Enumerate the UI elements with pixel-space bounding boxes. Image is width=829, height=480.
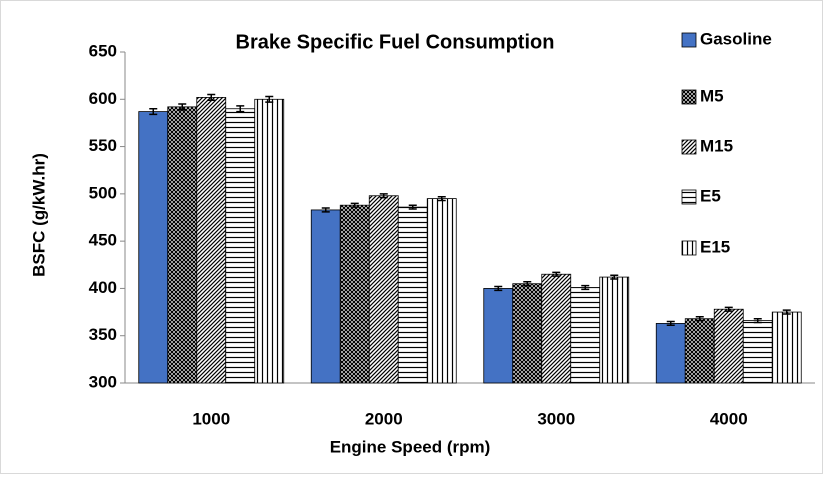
y-tick-label: 500	[89, 183, 117, 202]
y-tick-label: 400	[89, 278, 117, 297]
bar	[254, 98, 285, 384]
legend-label: M5	[700, 86, 724, 105]
error-bar	[321, 207, 330, 213]
legend-swatch	[681, 89, 697, 105]
error-bar	[236, 105, 245, 113]
bar	[426, 198, 457, 384]
y-tick-label: 600	[89, 89, 117, 108]
error-bar	[437, 195, 446, 202]
bar	[368, 195, 399, 384]
legend-swatch	[681, 139, 697, 155]
error-bar	[494, 285, 503, 292]
x-axis-title: Engine Speed (rpm)	[330, 437, 491, 456]
x-tick-label: 4000	[710, 409, 748, 428]
bar	[771, 311, 802, 384]
legend-label: M15	[700, 136, 733, 155]
bar	[310, 209, 341, 384]
bar	[742, 320, 773, 384]
y-tick-label: 300	[89, 372, 117, 391]
error-bar	[265, 95, 274, 103]
legend-swatch	[681, 32, 697, 48]
error-bar	[782, 309, 791, 315]
x-tick-label: 3000	[537, 409, 575, 428]
bar	[655, 323, 686, 384]
y-tick-label: 450	[89, 231, 117, 250]
legend-swatch	[681, 240, 697, 256]
error-bar	[178, 103, 187, 111]
error-bar	[581, 284, 590, 291]
bar	[483, 288, 514, 384]
chart-title: Brake Specific Fuel Consumption	[236, 31, 555, 53]
error-bar	[379, 193, 388, 199]
legend-label: Gasoline	[700, 29, 772, 48]
bar	[599, 276, 630, 384]
legend-label: E5	[700, 186, 721, 205]
error-bar	[724, 306, 733, 312]
error-bar	[610, 274, 619, 280]
error-bar	[695, 316, 704, 322]
error-bar	[149, 107, 158, 116]
bar	[225, 108, 256, 384]
bar	[196, 96, 227, 384]
bar	[397, 206, 428, 384]
error-bar	[552, 271, 561, 277]
bar	[167, 106, 198, 384]
bar	[339, 204, 370, 384]
bar	[684, 318, 715, 384]
error-bar	[523, 281, 532, 287]
y-tick-label: 350	[89, 325, 117, 344]
x-tick-label: 1000	[192, 409, 230, 428]
error-bar	[350, 202, 359, 208]
error-bar	[753, 317, 762, 324]
x-tick-label: 2000	[365, 409, 403, 428]
error-bar	[408, 204, 417, 210]
y-tick-label: 550	[89, 136, 117, 155]
error-bar	[207, 93, 216, 101]
bar	[138, 111, 169, 384]
bar	[541, 273, 572, 384]
bar	[512, 283, 543, 384]
error-bar	[666, 320, 675, 327]
legend-label: E15	[700, 237, 730, 256]
y-axis-title: BSFC (g/kW.hr)	[29, 153, 48, 277]
bar	[713, 308, 744, 384]
bar	[570, 287, 601, 384]
legend-swatch	[681, 189, 697, 205]
y-tick-label: 650	[89, 41, 117, 60]
